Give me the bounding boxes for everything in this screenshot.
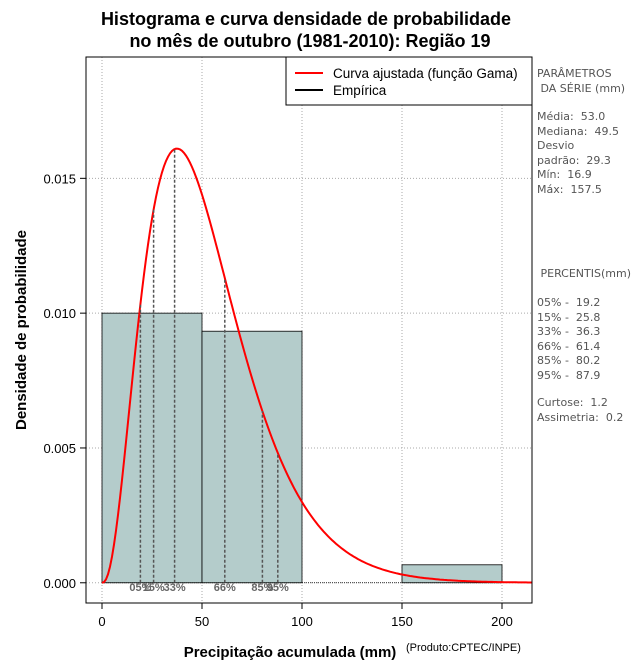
y-tick-label: 0.010 xyxy=(43,306,76,321)
y-tick-label: 0.000 xyxy=(43,576,76,591)
credit-label: (Produto:CPTEC/INPE) xyxy=(406,642,521,654)
x-tick-label: 150 xyxy=(391,614,413,629)
chart-title-line-1: Histograma e curva densidade de probabil… xyxy=(101,9,511,29)
percentis-heading: PERCENTIS(mm) xyxy=(537,267,631,280)
y-tick-label: 0.005 xyxy=(43,441,76,456)
chart-title-line-2: no mês de outubro (1981-2010): Região 19 xyxy=(129,31,490,51)
percentile-label: 33% xyxy=(164,582,186,594)
legend-box xyxy=(285,56,533,106)
percentile-label: 66% xyxy=(214,582,236,594)
legend-label-curve: Curva ajustada (função Gama) xyxy=(333,66,518,81)
percentile-label: 05% xyxy=(129,582,151,594)
percentile-label: 95% xyxy=(267,582,289,594)
shape-stats: Curtose: 1.2 Assimetria: 0.2 xyxy=(537,396,624,424)
histogram-bar xyxy=(101,312,203,584)
x-tick-label: 50 xyxy=(195,614,209,629)
x-tick-label: 0 xyxy=(98,614,105,629)
x-tick-label: 200 xyxy=(491,614,513,629)
legend-label-empirical: Empírica xyxy=(333,83,387,98)
gamma-curve xyxy=(101,147,532,584)
gamma-curve-line xyxy=(101,147,532,584)
histogram-bar xyxy=(201,330,303,584)
x-axis-title: Precipitação acumulada (mm) xyxy=(184,644,397,660)
y-axis-title: Densidade de probabilidade xyxy=(13,230,30,430)
percentis-list: 05% - 19.2 15% - 25.8 33% - 36.3 66% - 6… xyxy=(537,296,601,382)
histogram-bars xyxy=(101,312,503,584)
legend: Curva ajustada (função Gama) Empírica xyxy=(285,56,533,106)
series-stats: Média: 53.0 Mediana: 49.5 Desvio padrão:… xyxy=(537,110,619,196)
percentile-markers: 05%15%33% 66% 85%95% xyxy=(129,149,289,594)
x-tick-label: 100 xyxy=(291,614,313,629)
percentile-label: 85% xyxy=(251,582,273,594)
percentile-label: 15% xyxy=(143,582,165,594)
y-tick-label: 0.015 xyxy=(43,171,76,186)
params-heading: PARÂMETROS DA SÉRIE (mm) xyxy=(537,67,626,95)
axes: 0 50 100 150 200 0.000 0.005 0.010 0.015 xyxy=(43,171,512,629)
